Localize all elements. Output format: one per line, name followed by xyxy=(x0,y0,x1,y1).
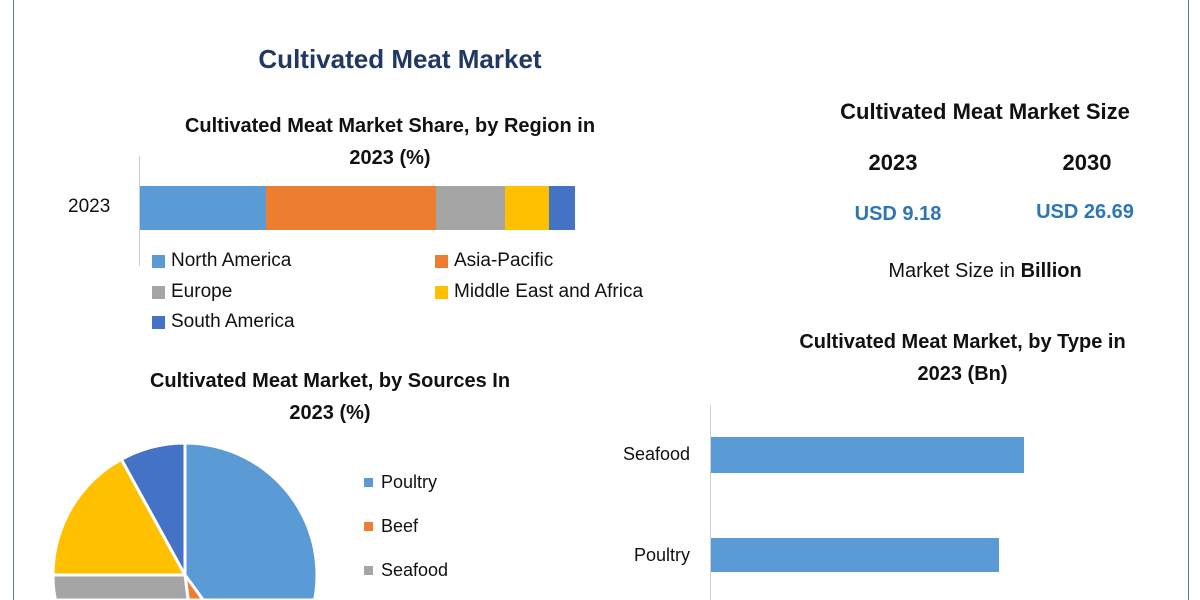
region-stacked-bar xyxy=(140,186,575,230)
bar-segment-europe xyxy=(435,186,506,230)
type-title-line1: Cultivated Meat Market, by Type in xyxy=(799,331,1126,353)
legend-item: South America xyxy=(152,311,295,333)
pie-slice-seafood xyxy=(51,573,190,600)
legend-label: North America xyxy=(171,250,292,271)
legend-swatch xyxy=(152,285,165,299)
legend-swatch xyxy=(435,285,448,299)
legend-label: South America xyxy=(171,311,295,332)
market-size-title: Cultivated Meat Market Size xyxy=(840,99,1130,124)
legend-item: North America xyxy=(152,250,291,272)
legend-item: Europe xyxy=(152,281,232,303)
pie-legend-item: Beef xyxy=(364,516,418,537)
value-2030: USD 26.69 xyxy=(1036,201,1134,223)
type-axis-line xyxy=(710,405,711,600)
region-title-line2: 2023 (%) xyxy=(349,147,431,169)
legend-label: Poultry xyxy=(381,472,438,492)
year-2030-label: 2030 xyxy=(1062,150,1112,175)
legend-label: Europe xyxy=(171,281,233,302)
market-size-note: Market Size in Billion xyxy=(800,260,1170,283)
legend-swatch xyxy=(152,315,165,329)
region-axis-line xyxy=(139,156,140,266)
legend-label: Seafood xyxy=(381,560,449,580)
legend-label: Beef xyxy=(381,516,419,536)
bar-segment-middle-east-and-africa xyxy=(505,186,549,230)
sources-title-line1: Cultivated Meat Market, by Sources In xyxy=(149,370,511,392)
bar-segment-asia-pacific xyxy=(266,186,436,230)
region-category-label: 2023 xyxy=(68,196,111,217)
bar-segment-north-america xyxy=(140,186,267,230)
note-unit: Billion xyxy=(1020,260,1082,282)
legend-swatch xyxy=(364,566,373,575)
pie-slice-slice-5 xyxy=(119,441,187,576)
infographic-frame xyxy=(13,0,1189,600)
legend-swatch xyxy=(364,478,373,487)
pie-legend-item: Seafood xyxy=(364,560,448,581)
legend-label: Asia-Pacific xyxy=(454,250,554,271)
bar-segment-south-america xyxy=(548,186,575,230)
page-title: Cultivated Meat Market xyxy=(258,44,542,74)
note-prefix: Market Size in xyxy=(888,260,1021,282)
pie-legend-item: Poultry xyxy=(364,472,437,493)
type-bar-poultry xyxy=(711,538,999,572)
region-chart-title: Cultivated Meat Market Share, by Region … xyxy=(90,110,690,174)
legend-item: Middle East and Africa xyxy=(435,281,643,303)
legend-swatch xyxy=(152,254,165,268)
region-title-line1: Cultivated Meat Market Share, by Region … xyxy=(184,115,596,137)
type-chart-title: Cultivated Meat Market, by Type in 2023 … xyxy=(740,326,1185,390)
type-title-line2: 2023 (Bn) xyxy=(917,363,1008,385)
sources-pie-chart xyxy=(51,441,319,600)
legend-swatch xyxy=(364,522,373,531)
value-2023: USD 9.18 xyxy=(854,203,942,225)
year-2023-label: 2023 xyxy=(868,150,918,175)
sources-chart-title: Cultivated Meat Market, by Sources In 20… xyxy=(30,365,630,429)
pie-slice-slice-4 xyxy=(51,457,188,577)
type-bar-seafood xyxy=(711,437,1024,473)
pie-slice-poultry xyxy=(183,441,319,600)
type-category-label: Poultry xyxy=(633,545,690,565)
sources-title-line2: 2023 (%) xyxy=(289,402,371,424)
legend-swatch xyxy=(435,254,448,268)
type-category-label: Seafood xyxy=(622,444,690,464)
legend-item: Asia-Pacific xyxy=(435,250,553,272)
legend-label: Middle East and Africa xyxy=(454,281,644,302)
